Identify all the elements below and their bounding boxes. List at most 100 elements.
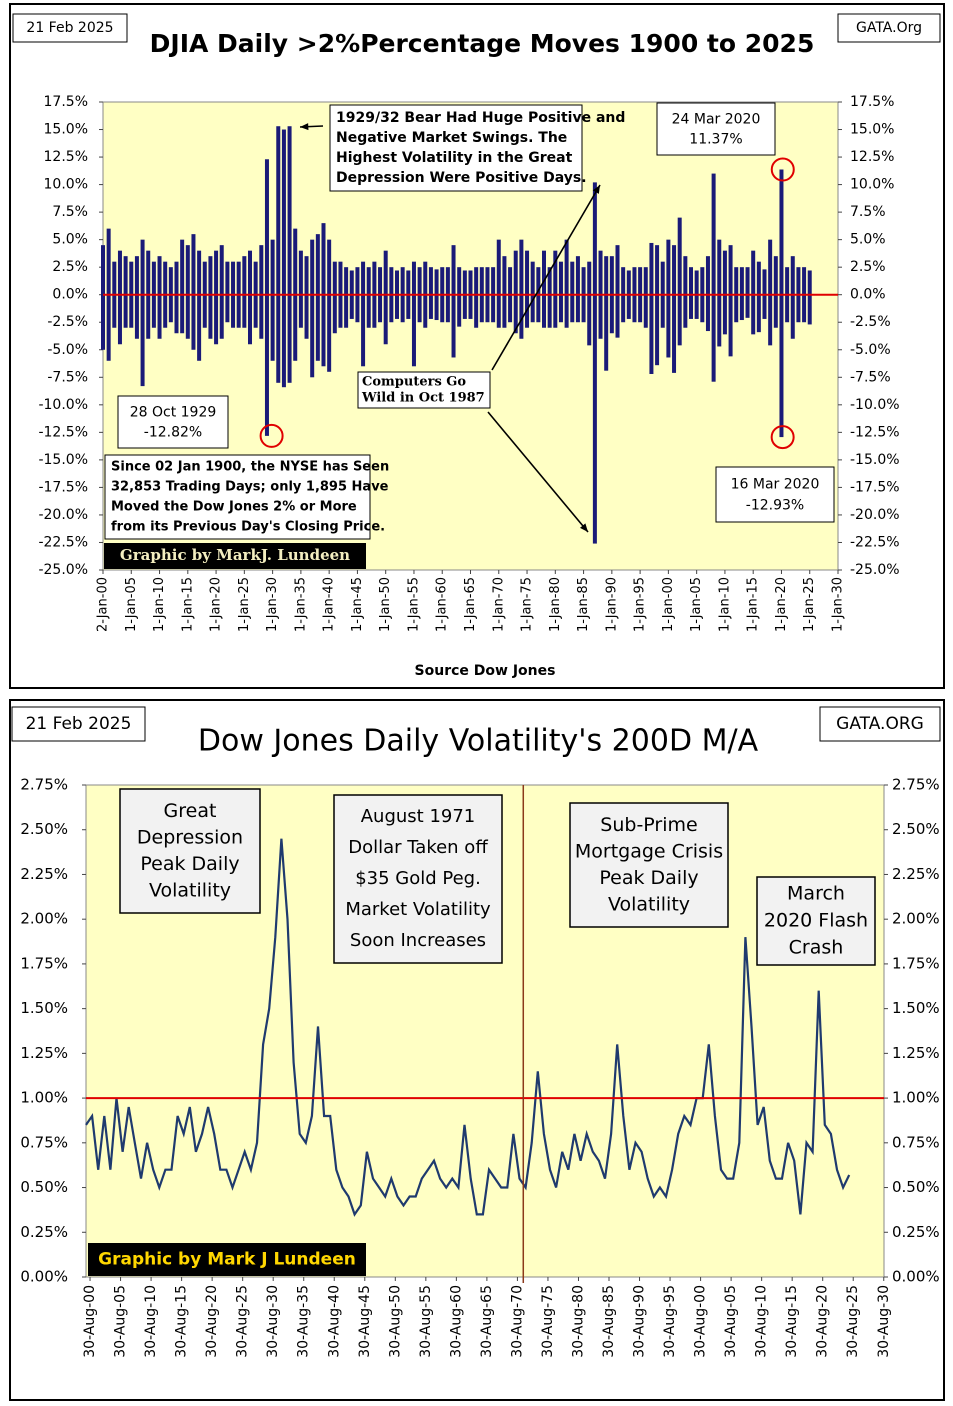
y-tick-label: 15.0% — [44, 122, 88, 138]
bar — [366, 267, 371, 295]
x-tick-label: 1-Jan-95 — [633, 577, 648, 632]
bar — [502, 256, 507, 295]
y2-tick-label: 2.25% — [892, 865, 940, 883]
bar — [474, 294, 479, 328]
brand: GATA.Org — [856, 20, 922, 36]
x-tick-label: 30-Aug-65 — [479, 1285, 495, 1358]
bar — [417, 267, 422, 295]
y2-tick-label: 1.50% — [892, 999, 940, 1017]
bar — [225, 294, 230, 323]
highlight-box — [656, 102, 776, 156]
x-tick-label: 30-Aug-75 — [540, 1285, 556, 1358]
bar — [728, 245, 733, 295]
bar — [677, 217, 682, 295]
y-tick-label: -22.5% — [38, 534, 88, 550]
y-tick-label: 5.0% — [52, 232, 88, 248]
bar — [683, 294, 688, 328]
bar — [344, 267, 349, 295]
bar — [129, 261, 134, 295]
x-tick-label: 1-Jan-10 — [152, 577, 167, 632]
bar — [462, 270, 467, 295]
x-tick-label: 30-Aug-25 — [235, 1285, 251, 1358]
bar — [372, 294, 377, 328]
bar — [383, 294, 388, 345]
highlight-box — [715, 466, 835, 523]
bar — [558, 294, 563, 323]
bar — [315, 294, 320, 361]
y-tick-label: 1.50% — [20, 999, 68, 1017]
bar — [807, 270, 812, 295]
annotation-text: Mortgage Crisis — [575, 840, 723, 862]
highlight-circle — [259, 423, 284, 448]
bar — [440, 294, 445, 323]
bar — [479, 267, 484, 295]
bar — [496, 294, 501, 328]
bar — [462, 294, 467, 319]
annotation-text: Dollar Taken off — [348, 837, 488, 858]
bar — [140, 294, 145, 387]
bar — [219, 245, 224, 295]
bar — [621, 294, 626, 323]
y-tick-label: 0.50% — [20, 1178, 68, 1196]
bar — [304, 294, 309, 339]
bar — [570, 294, 575, 323]
bar — [112, 261, 117, 295]
bar — [609, 294, 614, 334]
date: 21 Feb 2025 — [26, 714, 132, 734]
x-tick-label: 30-Aug-10 — [143, 1285, 159, 1358]
bar — [564, 239, 569, 295]
bar — [768, 239, 773, 295]
bar — [553, 294, 558, 328]
y-tick-label: 2.25% — [20, 865, 68, 883]
annotation-text: Depression Were Positive Days. — [336, 170, 587, 186]
brand-box — [819, 706, 941, 742]
bar — [474, 267, 479, 295]
highlight-value: -12.93% — [746, 498, 804, 514]
bar — [491, 294, 496, 323]
brand: GATA.ORG — [836, 714, 924, 734]
bar — [711, 294, 716, 382]
y-tick-label: 2.5% — [52, 259, 88, 275]
annotation-text: August 1971 — [361, 806, 476, 827]
annotation-text: Highest Volatility in the Great — [336, 150, 573, 166]
bar — [745, 267, 750, 295]
bar — [123, 256, 128, 295]
bar — [632, 294, 637, 323]
x-tick-label: 30-Aug-10 — [754, 1285, 770, 1358]
y2-tick-label: 12.5% — [850, 149, 894, 165]
highlight-value: 11.37% — [689, 131, 742, 147]
bar — [513, 250, 518, 295]
bar — [479, 294, 484, 323]
bar — [547, 267, 552, 295]
bar — [236, 261, 241, 295]
bar — [236, 294, 241, 328]
bar — [174, 294, 179, 334]
bar — [672, 245, 677, 295]
bar — [496, 239, 501, 295]
bar — [513, 294, 518, 334]
bar — [264, 294, 269, 436]
bar — [434, 269, 439, 295]
bar — [117, 250, 122, 295]
bar — [253, 294, 258, 328]
line — [85, 838, 851, 1217]
bar — [734, 294, 739, 323]
arrow-head — [580, 523, 588, 532]
x-tick-label: 30-Aug-80 — [570, 1285, 586, 1358]
bar — [530, 261, 535, 295]
y-tick-label: -15.0% — [38, 452, 88, 468]
x-tick-label: 30-Aug-30 — [876, 1285, 892, 1358]
bar — [304, 256, 309, 295]
bar — [491, 267, 496, 295]
annotation-text: Market Volatility — [345, 899, 491, 920]
highlight-box — [117, 395, 229, 449]
bar — [378, 267, 383, 295]
bar — [779, 169, 784, 295]
bar — [332, 294, 337, 334]
bar — [225, 261, 230, 295]
bar — [609, 256, 614, 295]
bar — [638, 294, 643, 323]
x-tick-label: 30-Aug-05 — [723, 1285, 739, 1358]
bar — [231, 294, 236, 328]
bar — [468, 294, 473, 319]
